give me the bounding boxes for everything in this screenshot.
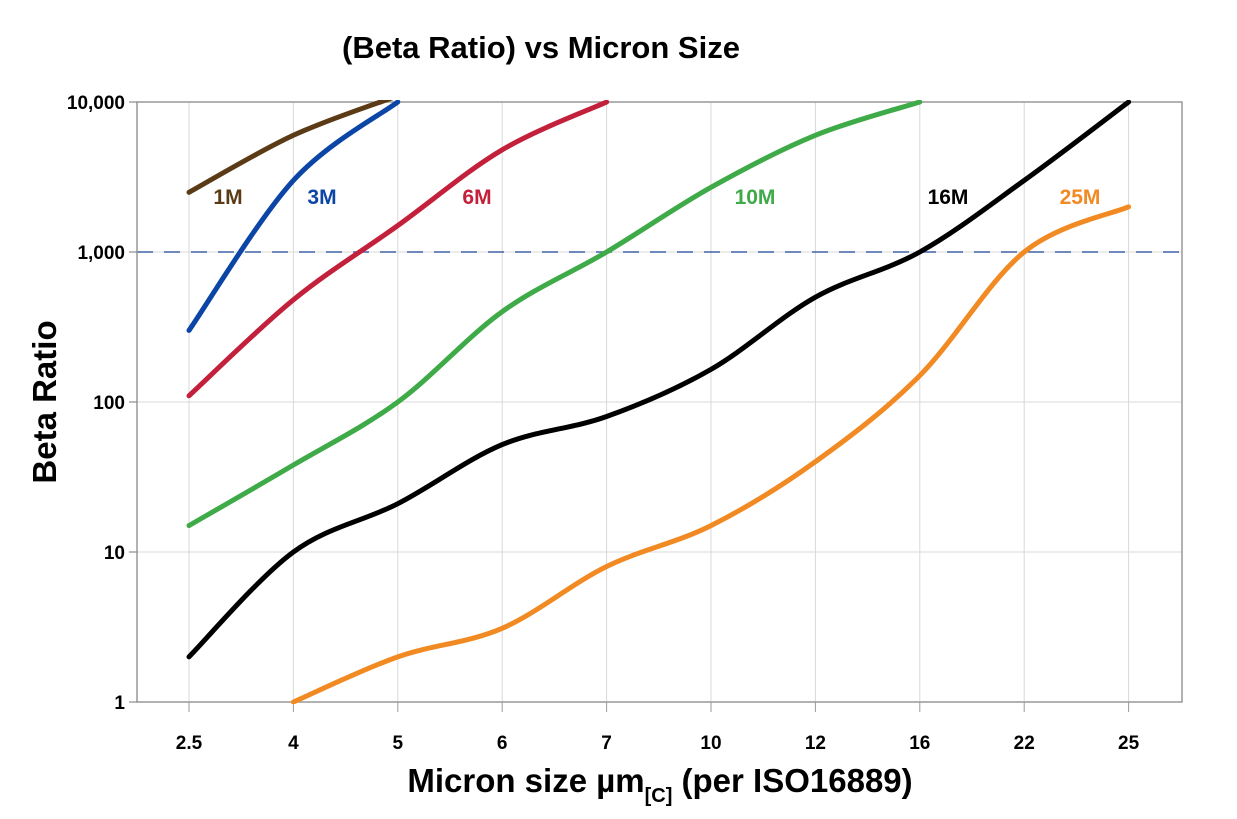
x-tick-label: 4 <box>288 733 299 754</box>
series-label-16M: 16M <box>928 186 969 209</box>
y-tick-label: 10,000 <box>67 93 125 114</box>
series-line-3M <box>186 100 401 333</box>
x-axis-label-suffix: (per ISO16889) <box>672 762 912 799</box>
x-tick-label: 22 <box>1014 733 1035 754</box>
series-lines <box>186 100 1132 704</box>
series-label-3M: 3M <box>307 186 336 209</box>
chart-title: (Beta Ratio) vs Micron Size <box>342 30 740 65</box>
x-axis-label-subscript: [C] <box>645 785 673 807</box>
series-label-10M: 10M <box>735 186 776 209</box>
x-tick-label: 16 <box>909 733 930 754</box>
series-line-1M <box>186 100 394 195</box>
series-line-6M <box>186 100 610 399</box>
x-axis-label: Micron size µm[C] (per ISO16889) <box>407 762 912 807</box>
x-tick-label: 25 <box>1118 733 1140 754</box>
y-tick-label: 1,000 <box>77 243 125 264</box>
series-label-25M: 25M <box>1060 186 1101 209</box>
series-line-10M <box>186 100 923 529</box>
series-line-25M <box>290 204 1132 704</box>
x-axis-ticks: 2.5 4 5 6 7 10 12 16 22 25 <box>176 702 1140 754</box>
y-tick-label: 1 <box>114 693 125 714</box>
x-tick-label: 5 <box>393 733 404 754</box>
series-label-6M: 6M <box>462 186 491 209</box>
series-labels: 1M 3M 6M 10M 16M 25M <box>213 186 1100 209</box>
x-axis-label-main: Micron size µm <box>407 762 644 799</box>
series-label-1M: 1M <box>213 186 242 209</box>
x-tick-label: 7 <box>601 733 612 754</box>
x-tick-label: 6 <box>497 733 508 754</box>
x-tick-label: 12 <box>805 733 826 754</box>
series-line-16M <box>186 100 1132 660</box>
grid <box>137 101 1182 703</box>
y-tick-label: 100 <box>93 393 125 414</box>
y-axis-ticks: 1 10 100 1,000 10,000 <box>67 93 137 714</box>
x-tick-label: 2.5 <box>176 733 203 754</box>
y-axis-label: Beta Ratio <box>26 320 63 483</box>
x-tick-label: 10 <box>700 733 721 754</box>
y-tick-label: 10 <box>104 543 125 564</box>
